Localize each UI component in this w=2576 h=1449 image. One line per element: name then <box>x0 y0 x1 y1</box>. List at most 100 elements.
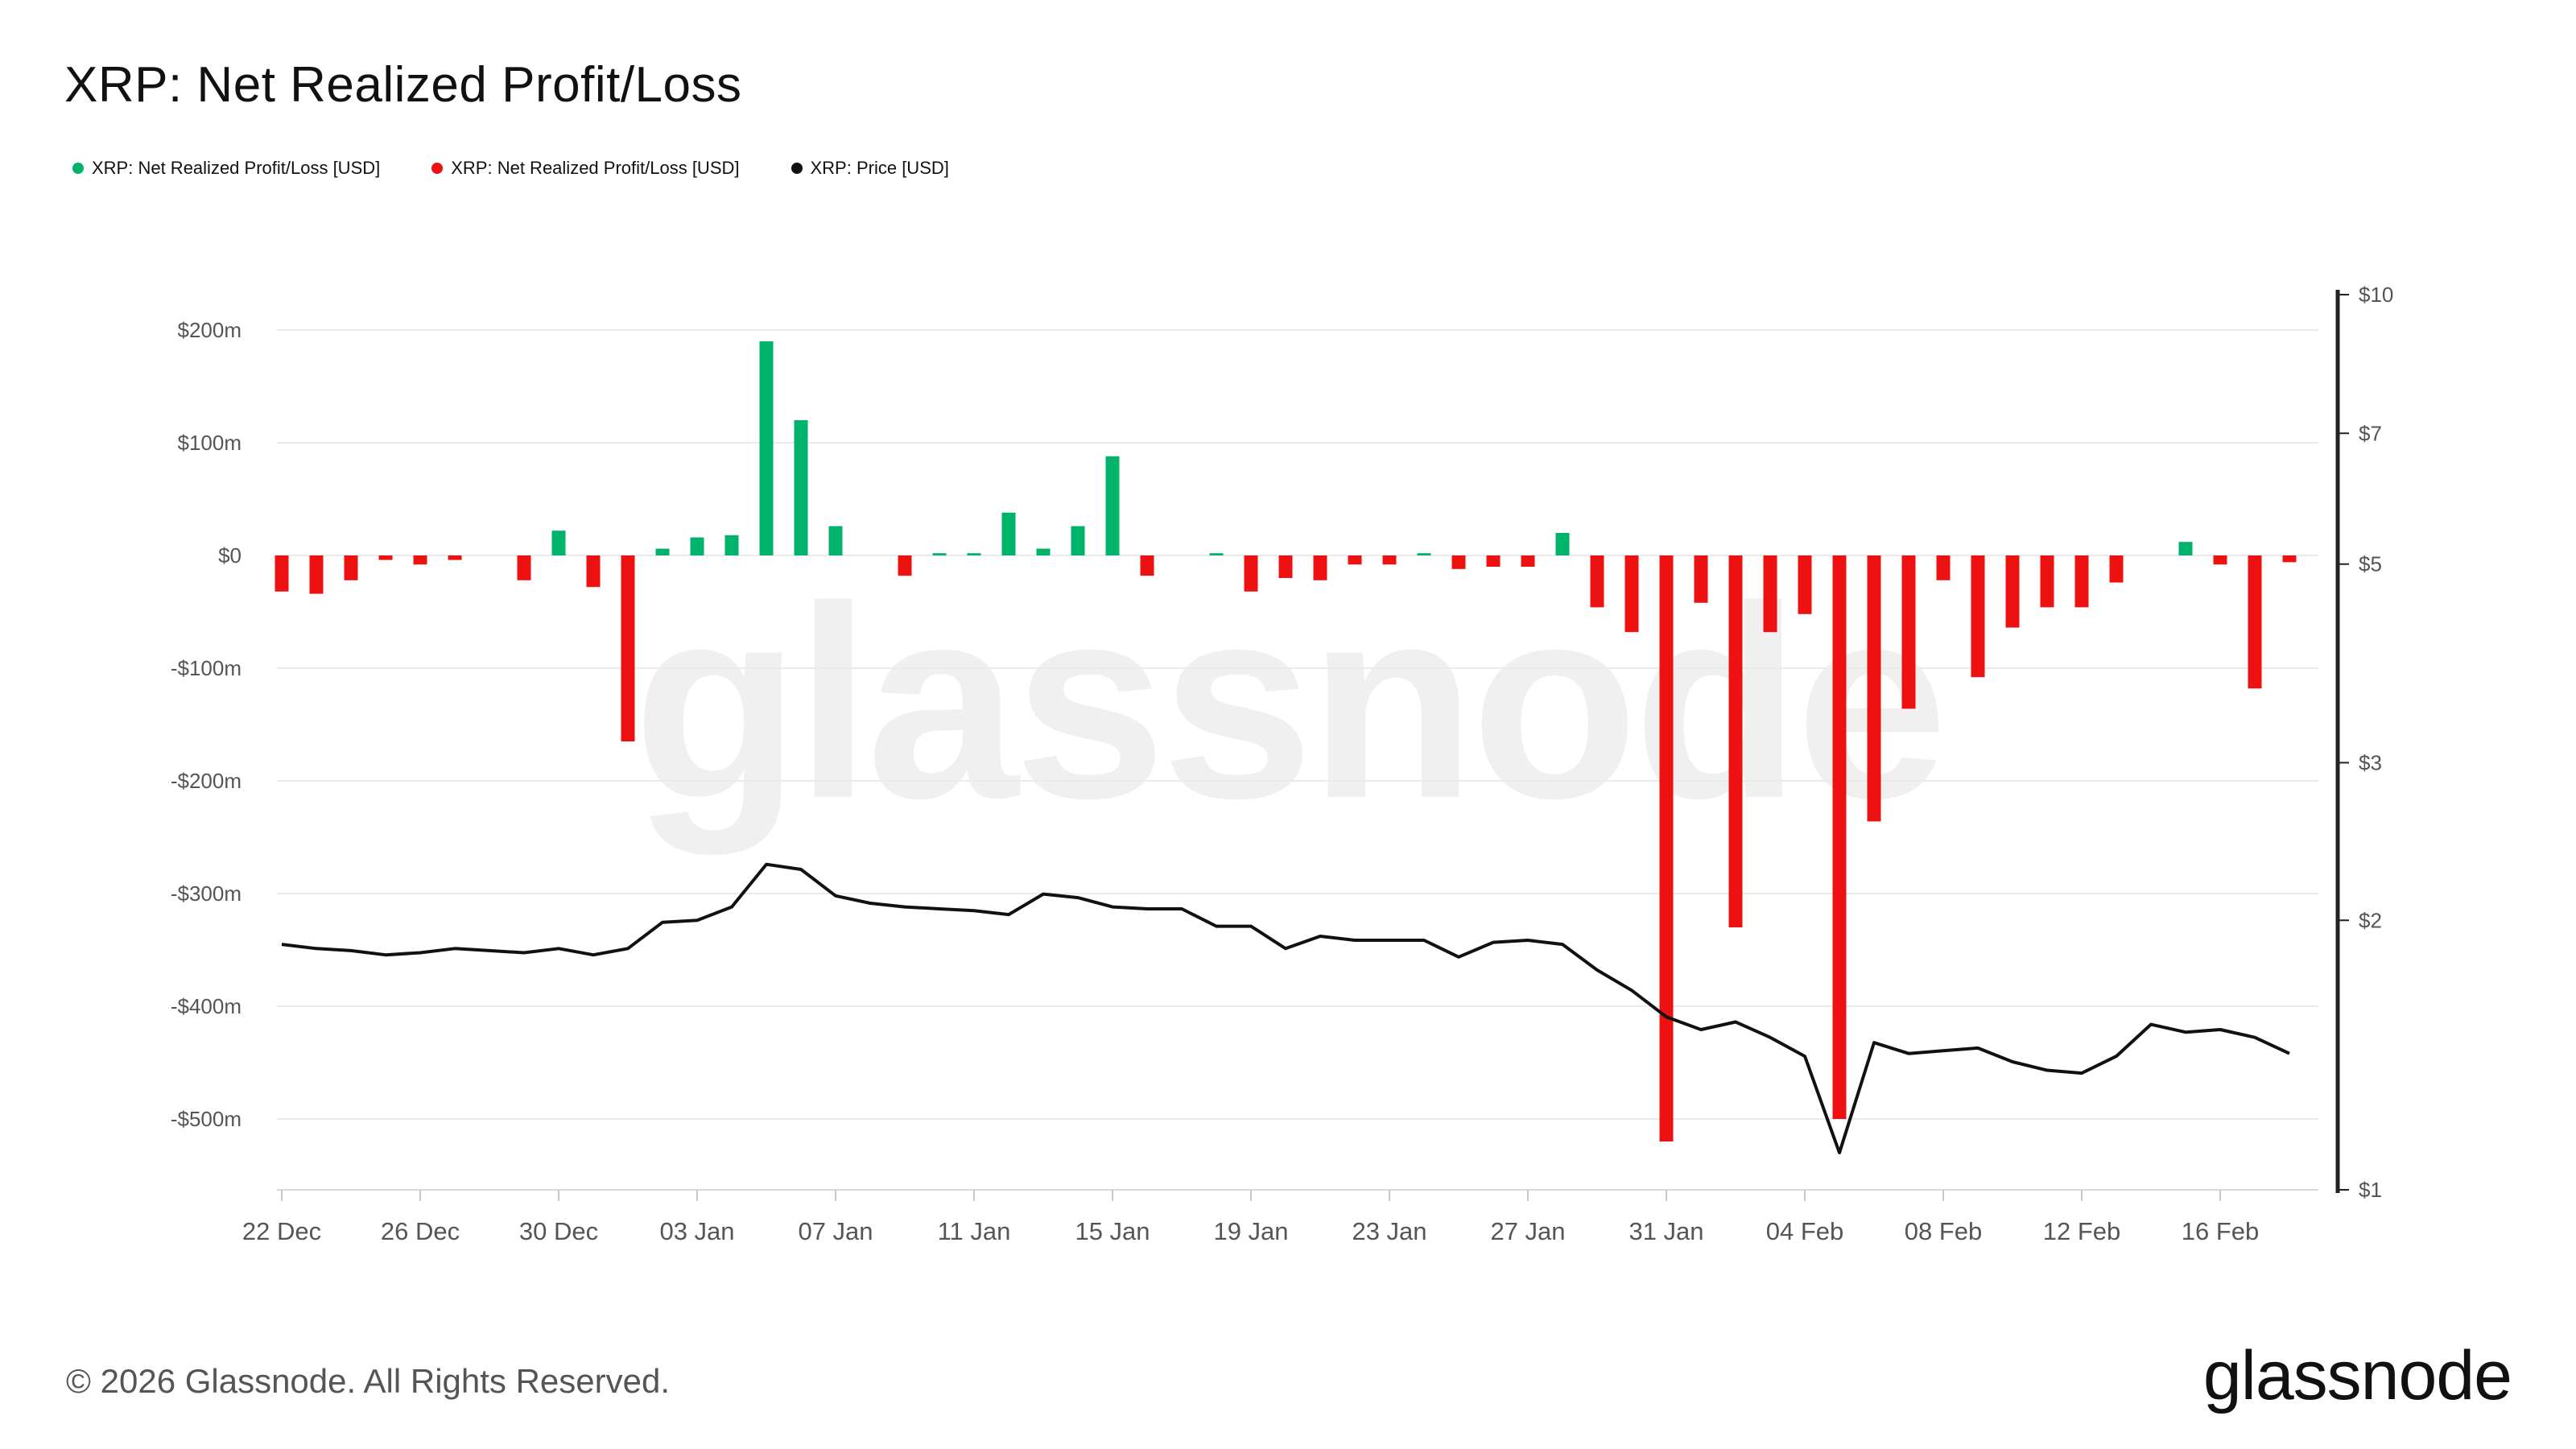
x-tick-label: 12 Feb <box>2043 1217 2121 1245</box>
profit-bar[interactable] <box>828 526 843 555</box>
profit-bar[interactable] <box>1209 553 1224 555</box>
profit-bar[interactable] <box>967 553 981 555</box>
loss-bar[interactable] <box>1832 555 1847 1119</box>
y-left-tick-label: $200m <box>178 318 242 342</box>
y-right-tick-label: $1 <box>2359 1178 2382 1202</box>
copyright-text: © 2026 Glassnode. All Rights Reserved. <box>66 1362 671 1400</box>
legend-label: XRP: Net Realized Profit/Loss [USD] <box>451 158 740 178</box>
gridlines <box>277 329 2318 1120</box>
loss-bar[interactable] <box>1624 555 1639 633</box>
loss-bar[interactable] <box>344 555 358 580</box>
loss-bar[interactable] <box>1521 555 1535 567</box>
loss-bar[interactable] <box>1971 555 1985 678</box>
x-tick-label: 30 Dec <box>519 1217 598 1245</box>
y-right-tick-label: $3 <box>2359 750 2382 774</box>
loss-bar[interactable] <box>1140 555 1154 576</box>
profit-bar[interactable] <box>1417 553 1431 555</box>
profit-bar[interactable] <box>655 548 670 555</box>
loss-bar[interactable] <box>2213 555 2227 565</box>
profit-bar[interactable] <box>1105 456 1120 555</box>
legend-dot-icon <box>72 163 84 174</box>
legend-dot-icon <box>431 163 444 174</box>
loss-bar[interactable] <box>1244 555 1258 592</box>
profit-bar[interactable] <box>1001 512 1016 555</box>
price-series <box>281 862 2290 1154</box>
x-tick-label: 26 Dec <box>381 1217 460 1245</box>
loss-bar[interactable] <box>1867 555 1881 822</box>
y-right-tick-label: $5 <box>2359 552 2382 576</box>
loss-bar[interactable] <box>1486 555 1501 567</box>
loss-bar[interactable] <box>1451 555 1466 569</box>
loss-bar[interactable] <box>1659 555 1674 1141</box>
watermark: glassnode <box>633 550 1943 857</box>
glassnode-logo: glassnode <box>2202 1337 2512 1414</box>
profit-bar[interactable] <box>551 530 566 555</box>
loss-bar[interactable] <box>586 555 601 588</box>
profit-bar[interactable] <box>932 553 947 555</box>
y-left-tick-label: -$300m <box>171 881 242 906</box>
legend-dot-icon <box>791 163 803 174</box>
chart-title: XRP: Net Realized Profit/Loss <box>64 57 742 113</box>
x-tick-label: 22 Dec <box>242 1217 321 1245</box>
legend-item-price[interactable]: XRP: Price [USD] <box>791 158 949 179</box>
legend-item-profit[interactable]: XRP: Net Realized Profit/Loss [USD] <box>72 158 380 179</box>
loss-bar[interactable] <box>2074 555 2089 608</box>
loss-bar[interactable] <box>1901 555 1916 709</box>
loss-bar[interactable] <box>1728 555 1743 927</box>
loss-bar[interactable] <box>2005 555 2020 628</box>
loss-bar[interactable] <box>1382 555 1397 565</box>
loss-bar[interactable] <box>1590 555 1604 608</box>
loss-bar[interactable] <box>1798 555 1812 614</box>
loss-bar[interactable] <box>309 555 324 594</box>
loss-bar[interactable] <box>621 555 635 741</box>
price-line[interactable] <box>281 862 2290 1154</box>
x-tick-label: 04 Feb <box>1766 1217 1844 1245</box>
y-left-tick-label: -$200m <box>171 769 242 793</box>
x-tick-label: 08 Feb <box>1905 1217 1983 1245</box>
loss-bar[interactable] <box>378 555 393 560</box>
axes: $200m $100m $0 -$100m -$200m -$300m -$400m -$50… <box>171 283 2394 1245</box>
loss-bar[interactable] <box>448 555 462 560</box>
y-right-tick-label: $2 <box>2359 908 2382 932</box>
loss-bar[interactable] <box>413 555 427 565</box>
loss-bar[interactable] <box>2040 555 2054 608</box>
loss-bar[interactable] <box>1313 555 1327 580</box>
y-right-tick-label: $10 <box>2359 283 2393 307</box>
legend-label: XRP: Net Realized Profit/Loss [USD] <box>92 158 381 178</box>
profit-bar[interactable] <box>690 537 704 555</box>
loss-bar[interactable] <box>1348 555 1362 565</box>
x-tick-label: 27 Jan <box>1490 1217 1565 1245</box>
y-left-tick-label: -$100m <box>171 656 242 680</box>
x-tick-label: 03 Jan <box>659 1217 734 1245</box>
profit-bar[interactable] <box>759 341 774 555</box>
x-tick-label: 15 Jan <box>1075 1217 1150 1245</box>
loss-bar[interactable] <box>275 555 289 592</box>
x-tick-label: 11 Jan <box>938 1217 1011 1245</box>
loss-bar[interactable] <box>1694 555 1708 603</box>
legend-item-loss[interactable]: XRP: Net Realized Profit/Loss [USD] <box>431 158 740 179</box>
legend: XRP: Net Realized Profit/Loss [USD] XRP:… <box>72 158 949 179</box>
profit-bar[interactable] <box>1555 533 1570 555</box>
x-tick-label: 23 Jan <box>1352 1217 1426 1245</box>
y-left-tick-label: -$400m <box>171 994 242 1018</box>
profit-bar[interactable] <box>724 535 739 555</box>
x-tick-label: 16 Feb <box>2182 1217 2260 1245</box>
loss-bar[interactable] <box>2248 555 2262 689</box>
profit-bar[interactable] <box>2178 542 2193 555</box>
y-left-tick-label: $100m <box>178 431 242 455</box>
loss-bar[interactable] <box>2282 555 2297 563</box>
x-tick-label: 07 Jan <box>798 1217 873 1245</box>
loss-bar[interactable] <box>1278 555 1293 578</box>
loss-bar[interactable] <box>898 555 912 576</box>
y-left-tick-label: $0 <box>218 543 242 568</box>
y-right-tick-label: $7 <box>2359 421 2382 445</box>
loss-bar[interactable] <box>517 555 531 580</box>
x-tick-label: 19 Jan <box>1213 1217 1288 1245</box>
y-left-tick-label: -$500m <box>171 1107 242 1131</box>
loss-bar[interactable] <box>1936 555 1951 580</box>
loss-bar[interactable] <box>2109 555 2124 583</box>
profit-bar[interactable] <box>794 420 808 555</box>
profit-bar[interactable] <box>1036 548 1051 555</box>
loss-bar[interactable] <box>1763 555 1777 633</box>
profit-bar[interactable] <box>1071 526 1085 555</box>
